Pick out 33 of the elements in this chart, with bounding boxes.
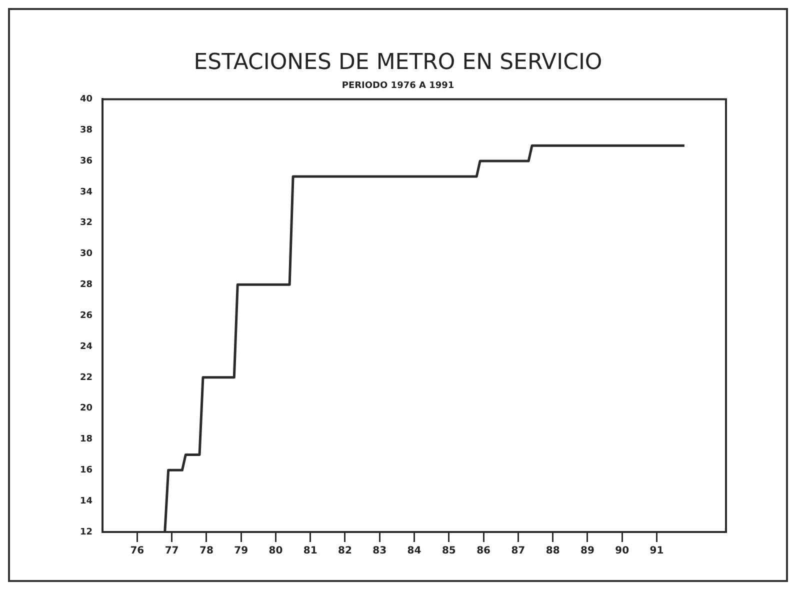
y-tick-label: 24 — [80, 342, 93, 352]
x-tick-label: 79 — [234, 546, 248, 557]
y-tick-label: 14 — [80, 496, 93, 506]
chart-subtitle: PERIODO 1976 A 1991 — [342, 81, 454, 92]
x-tick-label: 81 — [303, 546, 318, 557]
x-tick-label: 90 — [615, 546, 630, 557]
y-tick-label: 38 — [80, 125, 93, 136]
y-tick-label: 30 — [80, 249, 93, 260]
y-tick-label: 40 — [80, 94, 93, 105]
y-tick-label: 20 — [80, 404, 93, 414]
chart-title: ESTACIONES DE METRO EN SERVICIO — [194, 50, 602, 75]
x-tick-label: 77 — [164, 546, 179, 557]
x-tick-label: 84 — [407, 546, 422, 557]
x-tick-label: 88 — [546, 546, 560, 557]
x-tick-label: 86 — [476, 546, 491, 557]
y-tick-label: 28 — [80, 280, 93, 290]
x-tick-label: 85 — [442, 546, 456, 557]
x-tick-label: 83 — [372, 546, 387, 557]
x-tick-label: 80 — [268, 546, 283, 557]
x-tick-label: 87 — [511, 546, 526, 557]
x-tick-label: 76 — [130, 546, 144, 557]
x-tick-label: 89 — [580, 546, 594, 557]
y-tick-label: 12 — [80, 527, 93, 538]
x-tick-label: 78 — [199, 546, 214, 557]
y-tick-label: 34 — [80, 187, 93, 198]
y-tick-label: 32 — [80, 218, 93, 228]
x-tick-label: 91 — [650, 546, 664, 557]
y-tick-label: 16 — [80, 466, 93, 476]
y-tick-label: 22 — [80, 372, 93, 383]
y-tick-label: 36 — [80, 156, 93, 166]
x-tick-label: 82 — [338, 546, 352, 557]
y-tick-label: 18 — [80, 434, 93, 445]
y-tick-label: 26 — [80, 310, 93, 321]
